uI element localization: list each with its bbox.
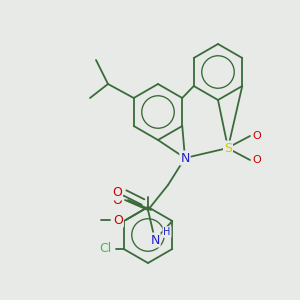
Text: N: N — [150, 233, 160, 247]
Text: O: O — [113, 214, 123, 226]
Text: O: O — [112, 187, 122, 200]
Text: S: S — [224, 142, 232, 154]
Text: O: O — [253, 155, 261, 165]
Text: H: H — [163, 227, 171, 237]
Text: O: O — [253, 131, 261, 141]
Text: Cl: Cl — [100, 242, 112, 256]
Text: O: O — [112, 194, 122, 206]
Text: N: N — [180, 152, 190, 164]
